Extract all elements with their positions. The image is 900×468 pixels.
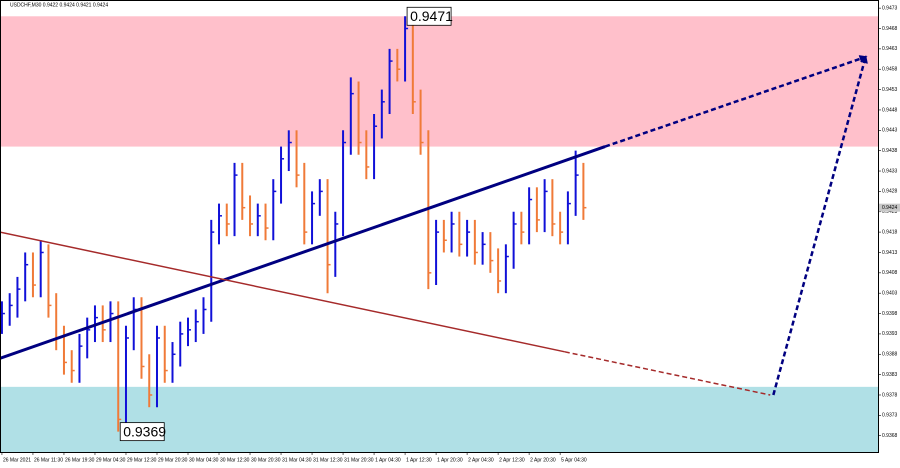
x-tick-label: 1 Apr 20:30 (437, 457, 463, 463)
y-tick-label: 0.9368 (882, 433, 898, 439)
y-tick-label: 0.9453 (882, 87, 898, 93)
x-tick-label: 1 Apr 04:30 (375, 457, 401, 463)
x-tick-label: 2 Apr 12:30 (499, 457, 525, 463)
x-tick-label: 26 Mar 11:30 (34, 457, 63, 463)
x-tick-label: 30 Mar 12:30 (220, 457, 250, 463)
zone (0, 386, 878, 452)
current-price: 0.9424 (882, 205, 898, 211)
price-tag-box (878, 203, 900, 212)
annotation-box (406, 6, 452, 26)
x-tick-label: 29 Mar 20:30 (158, 457, 188, 463)
y-tick-label: 0.9448 (882, 107, 898, 113)
y-tick-label: 0.9413 (882, 250, 898, 256)
y-tick-label: 0.9398 (882, 311, 898, 317)
trend-line (0, 231, 565, 353)
y-tick-label: 0.9383 (882, 372, 898, 378)
y-tick-label: 0.9458 (882, 67, 898, 73)
annotation: 0.9369 (123, 423, 166, 439)
y-tick-label: 0.9428 (882, 189, 898, 195)
annotation-box (119, 422, 165, 442)
x-tick-label: 30 Mar 04:30 (189, 457, 219, 463)
x-tick-label: 26 Mar 2021 (3, 457, 31, 463)
trend-line (604, 55, 868, 148)
x-tick-label: 5 Apr 04:30 (561, 457, 587, 463)
y-tick-label: 0.9378 (882, 392, 898, 398)
y-tick-label: 0.9408 (882, 270, 898, 276)
y-tick-label: 0.9373 (882, 413, 898, 419)
x-tick-label: 31 Mar 12:30 (313, 457, 343, 463)
y-tick-label: 0.9443 (882, 128, 898, 134)
y-tick-label: 0.9423 (882, 209, 898, 215)
trend-line (564, 351, 771, 396)
zone (0, 16, 878, 147)
y-tick-label: 0.9388 (882, 352, 898, 358)
x-tick-label: 29 Mar 12:30 (127, 457, 157, 463)
y-tick-label: 0.9433 (882, 168, 898, 174)
annotation: 0.9471 (410, 8, 453, 24)
plot-border (0, 0, 879, 453)
trend-line (0, 145, 606, 360)
symbol-info: USDCHF,M30 0.9422 0.9424 0.9421 0.9424 (10, 2, 108, 8)
y-tick-label: 0.9438 (882, 148, 898, 154)
x-tick-label: 30 Mar 20:30 (251, 457, 281, 463)
y-tick-label: 0.9473 (882, 5, 898, 11)
y-tick-label: 0.9463 (882, 46, 898, 52)
x-tick-label: 31 Mar 04:30 (282, 457, 312, 463)
y-tick-label: 0.9468 (882, 26, 898, 32)
y-tick-label: 0.9393 (882, 331, 898, 337)
x-tick-label: 31 Mar 20:30 (344, 457, 374, 463)
trend-line (772, 55, 868, 396)
x-tick-label: 29 Mar 04:30 (96, 457, 126, 463)
x-tick-label: 2 Apr 04:30 (468, 457, 494, 463)
x-tick-label: 1 Apr 12:30 (406, 457, 432, 463)
x-tick-label: 2 Apr 20:30 (530, 457, 556, 463)
x-tick-label: 26 Mar 19:30 (65, 457, 95, 463)
y-tick-label: 0.9418 (882, 229, 898, 235)
y-tick-label: 0.9403 (882, 291, 898, 297)
